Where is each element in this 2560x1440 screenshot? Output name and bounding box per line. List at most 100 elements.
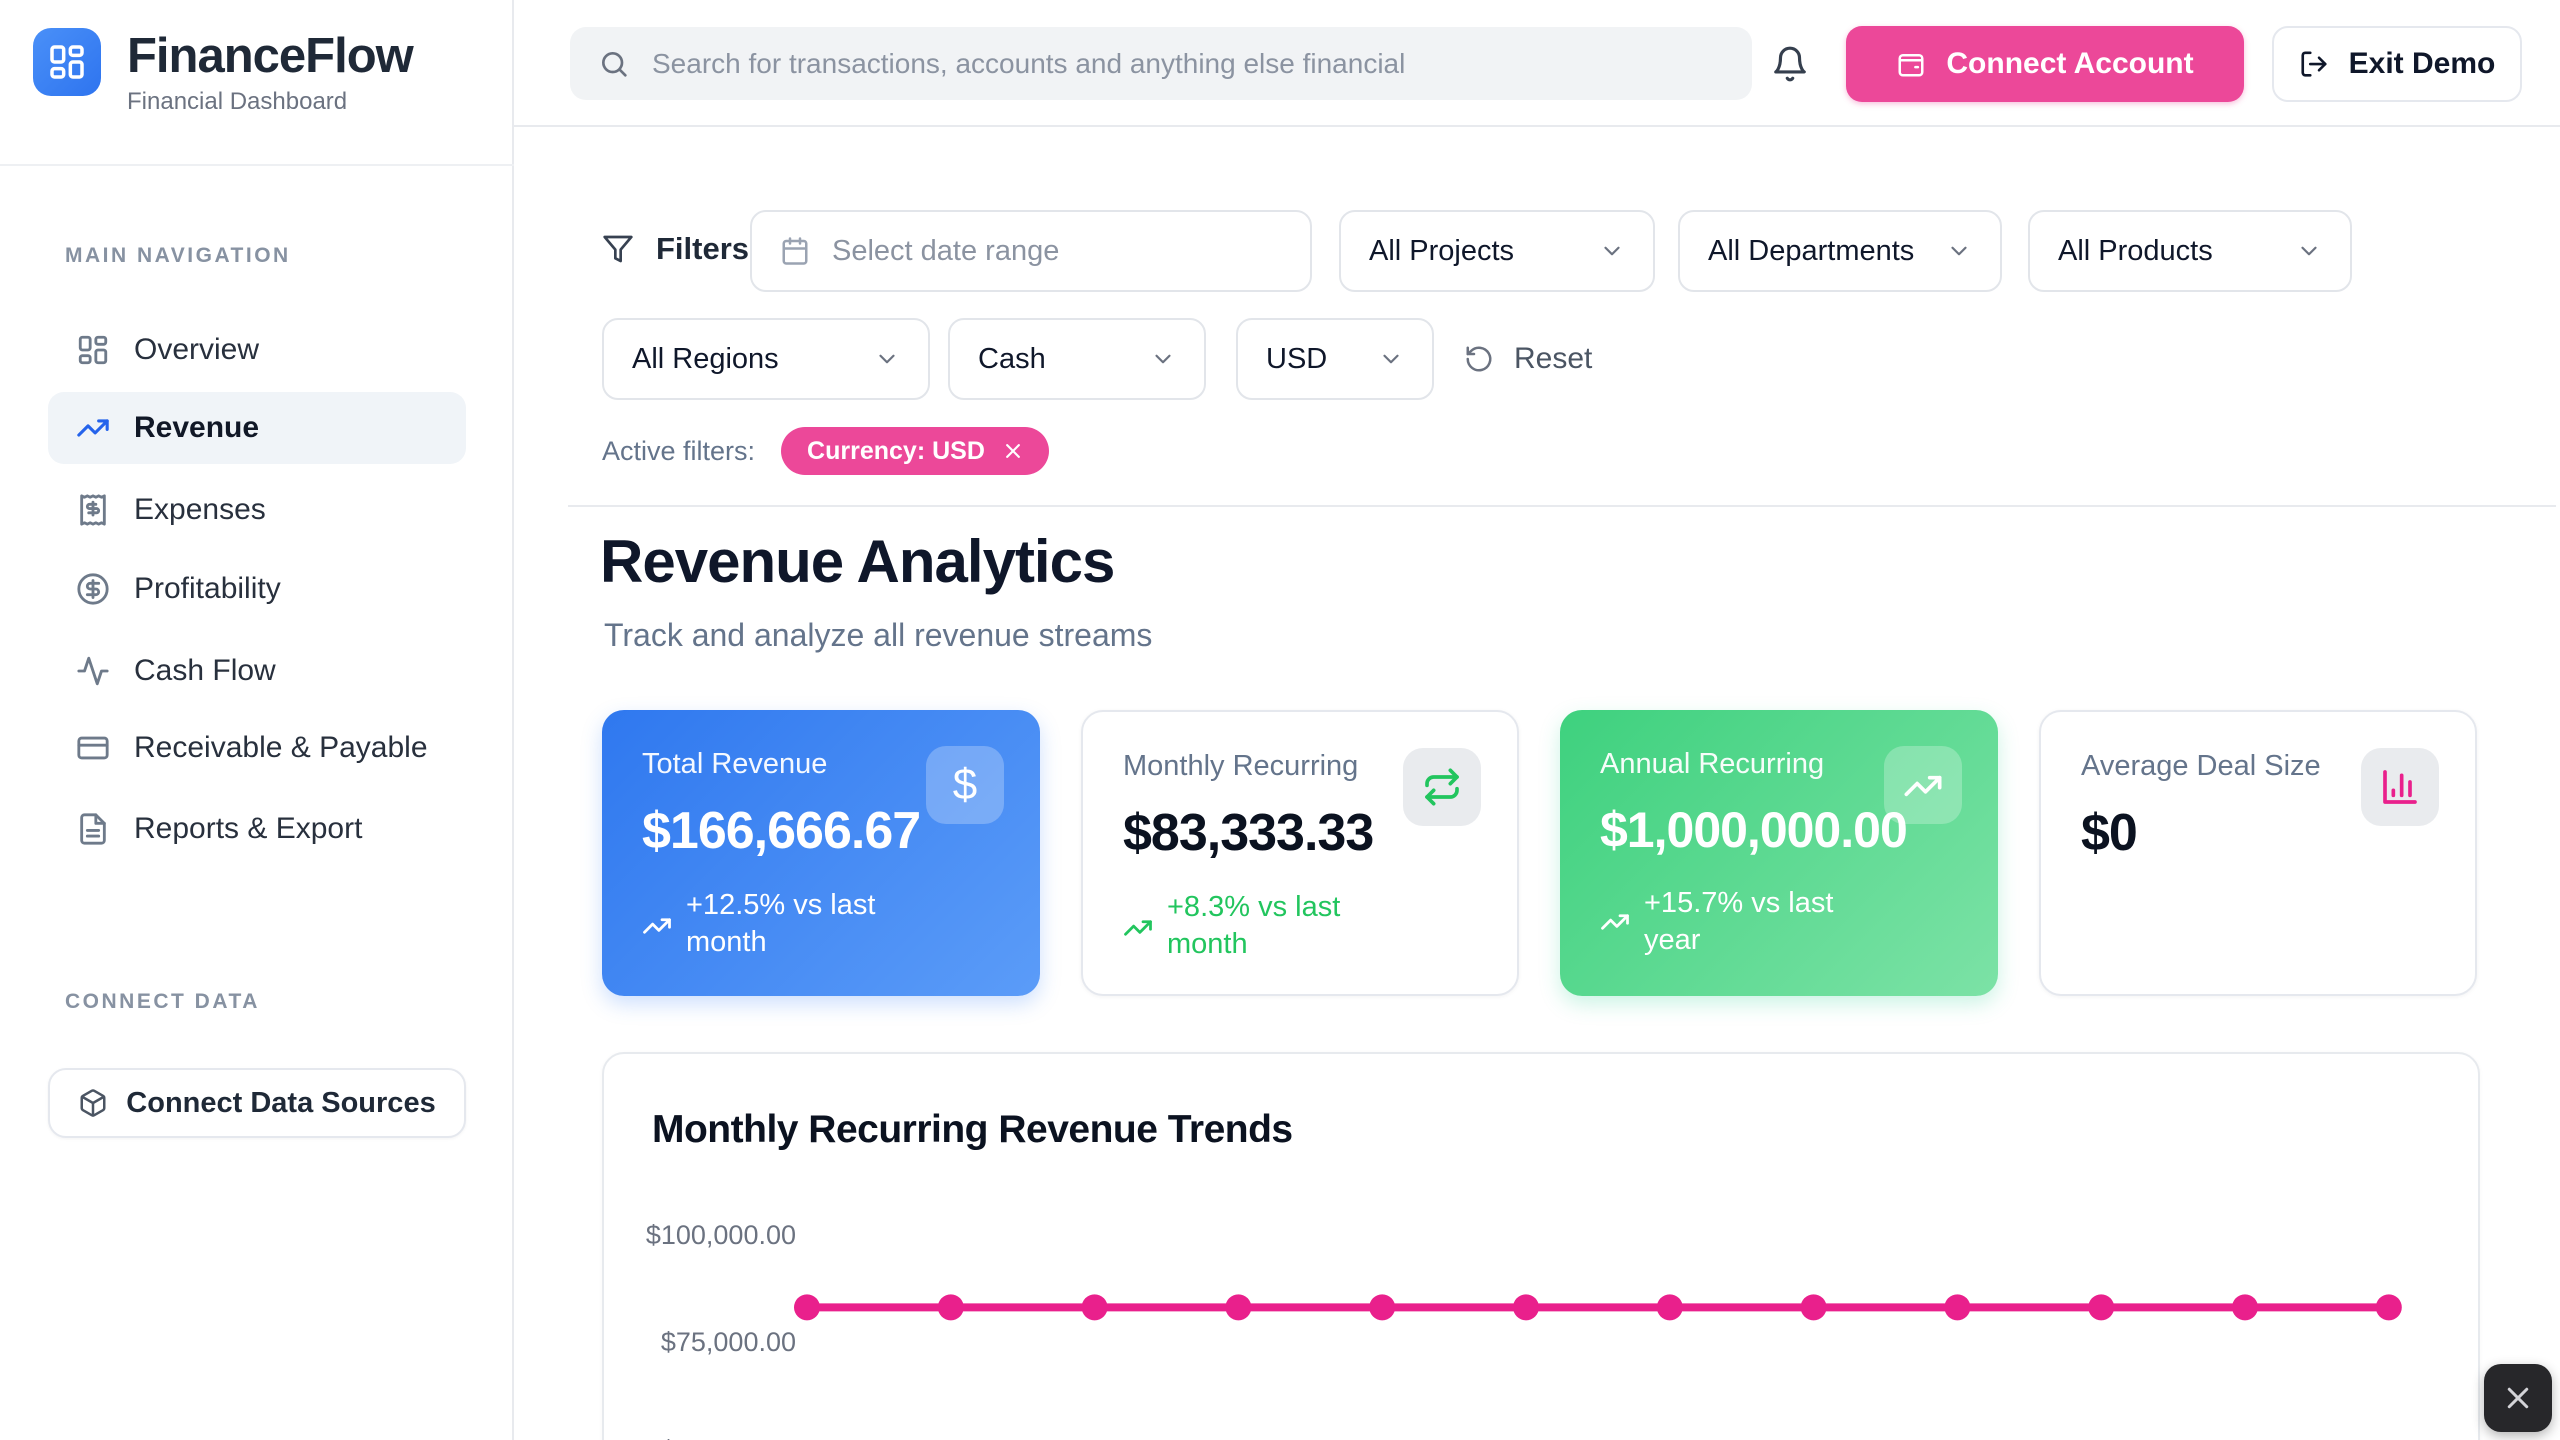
chart-title: Monthly Recurring Revenue Trends (652, 1108, 1293, 1151)
bell-icon (1774, 46, 1806, 82)
chart-point[interactable] (1225, 1294, 1252, 1321)
currency-dropdown[interactable]: USD (1236, 318, 1434, 400)
departments-dropdown-value: All Departments (1708, 234, 1915, 267)
chevron-down-icon (2296, 238, 2322, 264)
trending-up-icon (76, 411, 110, 445)
chart-point[interactable] (1369, 1294, 1396, 1321)
search-input[interactable] (652, 47, 1724, 80)
chart-point[interactable] (1513, 1294, 1539, 1321)
rotate-ccw-icon (1464, 344, 1494, 374)
connect-data-heading: CONNECT DATA (65, 990, 260, 1013)
brand-tagline: Financial Dashboard (127, 88, 348, 115)
projects-dropdown[interactable]: All Projects (1339, 210, 1655, 292)
sidebar-item-reports-export[interactable]: Reports & Export (48, 793, 466, 865)
projects-dropdown-value: All Projects (1369, 234, 1515, 267)
date-range-placeholder: Select date range (832, 234, 1060, 267)
stat-icon-chip: $ (926, 746, 1004, 824)
connect-data-sources-label: Connect Data Sources (126, 1086, 436, 1119)
dollar-sign-icon: $ (952, 760, 978, 809)
connect-account-button[interactable]: Connect Account (1846, 26, 2244, 102)
notifications-bell-button[interactable] (1762, 36, 1818, 92)
close-overlay-button[interactable] (2484, 1364, 2552, 1432)
reset-filters-button[interactable]: Reset (1464, 318, 1592, 400)
sidebar-item-revenue[interactable]: Revenue (48, 392, 466, 464)
mrr-line-chart (794, 1294, 2402, 1321)
connect-data-sources-button[interactable]: Connect Data Sources (48, 1068, 466, 1138)
repeat-icon (1422, 767, 1462, 807)
sidebar-item-label: Profitability (134, 572, 281, 605)
layout-dashboard-icon (76, 333, 110, 367)
sidebar-item-cash-flow[interactable]: Cash Flow (48, 635, 466, 707)
bar-chart-icon (2380, 767, 2420, 807)
wallet-icon (1896, 49, 1926, 79)
stat-value: $166,666.67 (642, 802, 921, 860)
global-search[interactable] (570, 27, 1752, 100)
activity-icon (76, 654, 110, 688)
chart-point[interactable] (2232, 1294, 2258, 1321)
trending-up-icon (1600, 907, 1630, 937)
filters-heading: Filters (602, 231, 749, 267)
sidebar-item-overview[interactable]: Overview (48, 314, 466, 386)
close-icon (2507, 1387, 2529, 1409)
date-range-picker[interactable]: Select date range (750, 210, 1312, 292)
sidebar-item-receivable-payable[interactable]: Receivable & Payable (48, 712, 466, 784)
chevron-down-icon (874, 346, 900, 372)
regions-dropdown[interactable]: All Regions (602, 318, 930, 400)
stat-icon-chip (1884, 746, 1962, 824)
funnel-icon (602, 233, 634, 265)
sidebar-item-expenses[interactable]: Expenses (48, 474, 466, 546)
connect-account-label: Connect Account (1946, 47, 2194, 80)
chevron-down-icon (1946, 238, 1972, 264)
sidebar-item-label: Reports & Export (134, 812, 363, 845)
sidebar-divider (0, 164, 514, 166)
chart-point[interactable] (1944, 1294, 1971, 1321)
stat-delta: +8.3% vs last month (1123, 889, 1477, 963)
sidebar-item-label: Revenue (134, 411, 260, 444)
stat-value: $83,333.33 (1123, 804, 1374, 862)
y-axis-tick: $75,000.00 (660, 1327, 796, 1357)
brand: FinanceFlow Financial Dashboard (33, 28, 414, 116)
exit-demo-label: Exit Demo (2348, 47, 2496, 80)
accounting-basis-dropdown[interactable]: Cash (948, 318, 1206, 400)
stat-label: Total Revenue (642, 748, 828, 780)
stat-card-monthly-recurring: Monthly Recurring $83,333.33 +8.3% vs la… (1081, 710, 1519, 996)
products-dropdown-value: All Products (2058, 234, 2213, 267)
app-logo-icon (33, 28, 101, 96)
chart-point[interactable] (2088, 1294, 2115, 1321)
divider (568, 505, 2556, 507)
sidebar-item-profitability[interactable]: Profitability (48, 553, 466, 625)
stat-delta: +12.5% vs last month (642, 887, 1000, 961)
chart-point[interactable] (794, 1294, 820, 1321)
remove-filter-x-icon[interactable] (1003, 441, 1023, 461)
stat-label: Average Deal Size (2081, 750, 2321, 782)
chart-point[interactable] (1081, 1294, 1108, 1321)
chevron-down-icon (1599, 238, 1625, 264)
stat-delta-text: +12.5% vs last month (686, 889, 876, 958)
stat-delta-text: +8.3% vs last month (1167, 891, 1341, 960)
calendar-icon (780, 236, 810, 266)
chevron-down-icon (1150, 346, 1176, 372)
brand-name: FinanceFlow (127, 29, 414, 83)
search-icon (598, 48, 630, 80)
stat-card-total-revenue: Total Revenue $166,666.67 +12.5% vs last… (602, 710, 1040, 996)
filters-heading-label: Filters (656, 231, 750, 266)
products-dropdown[interactable]: All Products (2028, 210, 2352, 292)
chart-point[interactable] (1800, 1294, 1827, 1321)
y-axis-tick: $50,000.00 (604, 1435, 796, 1440)
chevron-down-icon (1378, 346, 1404, 372)
file-text-icon (76, 812, 110, 846)
mrr-trends-chart-card: Monthly Recurring Revenue Trends $100,00… (602, 1052, 2480, 1440)
stat-card-average-deal-size: Average Deal Size $0 (2039, 710, 2477, 996)
chart-point[interactable] (1656, 1294, 1683, 1321)
trending-up-icon (1903, 765, 1943, 805)
chart-point[interactable] (937, 1294, 964, 1321)
sidebar-item-label: Receivable & Payable (134, 731, 428, 764)
circle-dollar-icon (76, 572, 110, 606)
stat-value: $1,000,000.00 (1600, 802, 1908, 858)
currency-filter-chip[interactable]: Currency: USD (781, 427, 1049, 475)
departments-dropdown[interactable]: All Departments (1678, 210, 2002, 292)
chart-point[interactable] (2375, 1294, 2402, 1321)
active-filters-label: Active filters: (602, 435, 756, 466)
exit-demo-button[interactable]: Exit Demo (2272, 26, 2522, 102)
